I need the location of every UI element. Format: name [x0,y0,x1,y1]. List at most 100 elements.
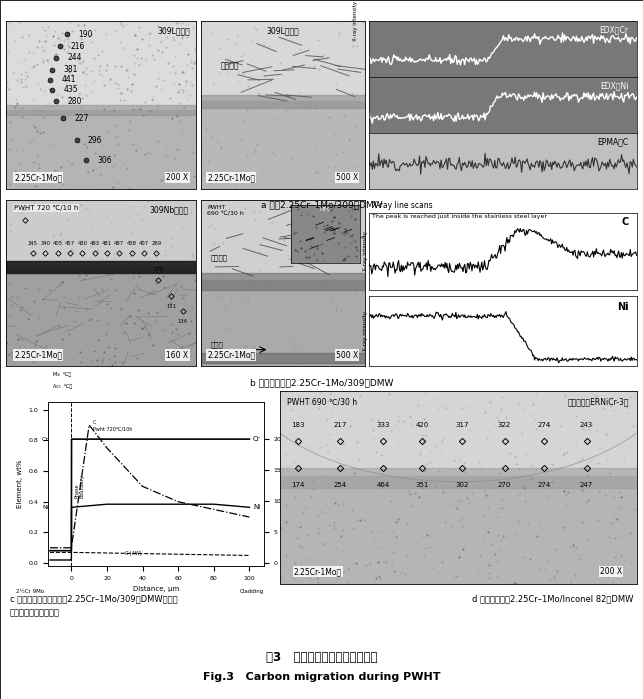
Text: Fig.3   Carbon migration during PWHT: Fig.3 Carbon migration during PWHT [203,672,440,682]
Text: 435: 435 [63,85,78,94]
Text: 333: 333 [376,422,390,428]
Text: Cladding: Cladding [239,589,264,594]
Text: 274: 274 [537,482,550,488]
Text: X-ray intensity: X-ray intensity [354,1,358,41]
Text: 483: 483 [89,240,100,245]
Text: 243: 243 [580,422,593,428]
Text: 269: 269 [151,240,161,245]
Text: X-ray line scans: X-ray line scans [372,201,433,210]
Text: 碳化物: 碳化物 [210,341,223,348]
Bar [201,21,365,101]
Bar [6,21,196,110]
Text: 487: 487 [114,240,124,245]
Text: 274: 274 [537,422,550,428]
Text: 405: 405 [53,240,63,245]
Text: 296: 296 [88,136,102,145]
Text: The peak is reached just inside the stainless steel layer: The peak is reached just inside the stai… [372,214,547,219]
Text: 457: 457 [65,240,75,245]
Text: 174: 174 [291,482,304,488]
Text: d 焊后热处理态2.25Cr–1Mo/Inconel 82型DMW: d 焊后热处理态2.25Cr–1Mo/Inconel 82型DMW [472,594,633,603]
Text: 马氏体层: 马氏体层 [210,255,228,261]
Text: 500 X: 500 X [336,351,358,359]
Text: EPMA，C: EPMA，C [597,137,629,146]
Text: 306: 306 [98,156,112,165]
Bar [6,200,196,266]
Text: 247: 247 [580,482,593,488]
Text: Ni: Ni [617,302,629,312]
Text: 309Nb不锈钐: 309Nb不锈钐 [149,205,188,214]
Text: 381: 381 [63,65,78,74]
Text: Ni: Ni [253,504,260,510]
Bar [6,266,196,366]
Text: 183: 183 [291,422,304,428]
Text: MFC: MFC [320,207,331,212]
Text: 图3   焊后热处理过程中的碳迁移: 图3 焊后热处理过程中的碳迁移 [266,651,377,665]
Bar [6,110,196,189]
Bar [280,468,637,488]
Bar [6,261,196,273]
Text: 2½Cr 9Mo: 2½Cr 9Mo [16,589,44,594]
Text: 309L不锈钐: 309L不锈钐 [266,26,299,35]
Bar [201,95,365,108]
Text: 438: 438 [127,240,136,245]
Text: PWHT 720 ℃/10 h: PWHT 720 ℃/10 h [14,205,78,211]
Y-axis label: Element, wt%: Element, wt% [287,460,293,508]
Text: 340: 340 [41,240,50,245]
Text: Cr: Cr [42,437,49,442]
Text: 430: 430 [77,240,87,245]
Text: 178: 178 [153,267,163,273]
Bar [280,476,637,584]
Text: 481: 481 [102,240,112,245]
Text: Cr: Cr [253,436,260,442]
Bar [201,200,365,280]
Text: 217: 217 [334,422,347,428]
Bar [280,391,637,476]
X-axis label: Distance, μm: Distance, μm [133,586,179,593]
Text: 322: 322 [498,422,511,428]
Text: 2.25Cr-1Mo钐: 2.25Cr-1Mo钐 [207,351,255,359]
Text: 134: 134 [178,319,188,324]
Bar [201,273,365,290]
Bar [201,280,365,366]
Y-axis label: Element, wt%: Element, wt% [17,460,23,508]
Text: 马氏体层: 马氏体层 [221,62,239,71]
Text: Ni: Ni [42,505,49,510]
Text: 244: 244 [67,53,82,62]
Text: EDX，Ni: EDX，Ni [600,81,629,90]
Text: PWHT
690 ℃/30 h: PWHT 690 ℃/30 h [207,205,244,216]
Text: 500 X: 500 X [336,173,358,182]
Text: EDX，Cr: EDX，Cr [599,25,629,34]
Bar [6,105,196,115]
Text: X-ray intensity: X-ray intensity [363,311,368,352]
Text: 布与相变温度变化示意: 布与相变温度变化示意 [10,609,60,618]
Text: 464: 464 [377,482,390,488]
Text: C: C [621,217,629,227]
Text: 280: 280 [67,97,82,106]
Text: PWHT 690 ℃/30 h: PWHT 690 ℃/30 h [287,397,357,406]
Text: 254: 254 [334,482,347,488]
Text: 2.25Cr-1Mo钐: 2.25Cr-1Mo钐 [207,173,255,182]
Text: 317: 317 [455,422,469,428]
Text: 317: 317 [21,208,30,212]
Text: 441: 441 [62,75,76,84]
Text: 216: 216 [71,42,86,50]
Text: 2.25Cr-1Mo钐: 2.25Cr-1Mo钐 [294,567,342,576]
Text: 227: 227 [75,114,89,123]
Text: C (AW): C (AW) [125,552,141,556]
Text: Phase
Boundary: Phase Boundary [74,475,85,498]
Text: 2.25Cr-1Mo钐: 2.25Cr-1Mo钐 [14,351,62,359]
Bar [201,101,365,189]
Text: C
Pwht 720℃/10h: C Pwht 720℃/10h [93,420,132,431]
Text: 351: 351 [416,482,429,488]
Text: X-ray intensity: X-ray intensity [363,231,368,271]
Text: c 焊态与焊后热处理态的2.25Cr–1Mo/309型DMW成分分: c 焊态与焊后热处理态的2.25Cr–1Mo/309型DMW成分分 [10,594,177,603]
Text: 151: 151 [167,304,177,309]
Text: 420: 420 [416,422,429,428]
Text: 160 X: 160 X [167,351,188,359]
Text: a 焊态2.25Cr–1Mo/309型DMW: a 焊态2.25Cr–1Mo/309型DMW [260,201,383,210]
Bar [201,353,365,363]
Text: Ms  ℃：: Ms ℃： [53,373,71,377]
Text: 200 X: 200 X [167,173,188,182]
Text: Ac₁  ℃：: Ac₁ ℃： [53,384,71,389]
Text: 2.25Cr-1Mo钐: 2.25Cr-1Mo钐 [14,173,62,182]
